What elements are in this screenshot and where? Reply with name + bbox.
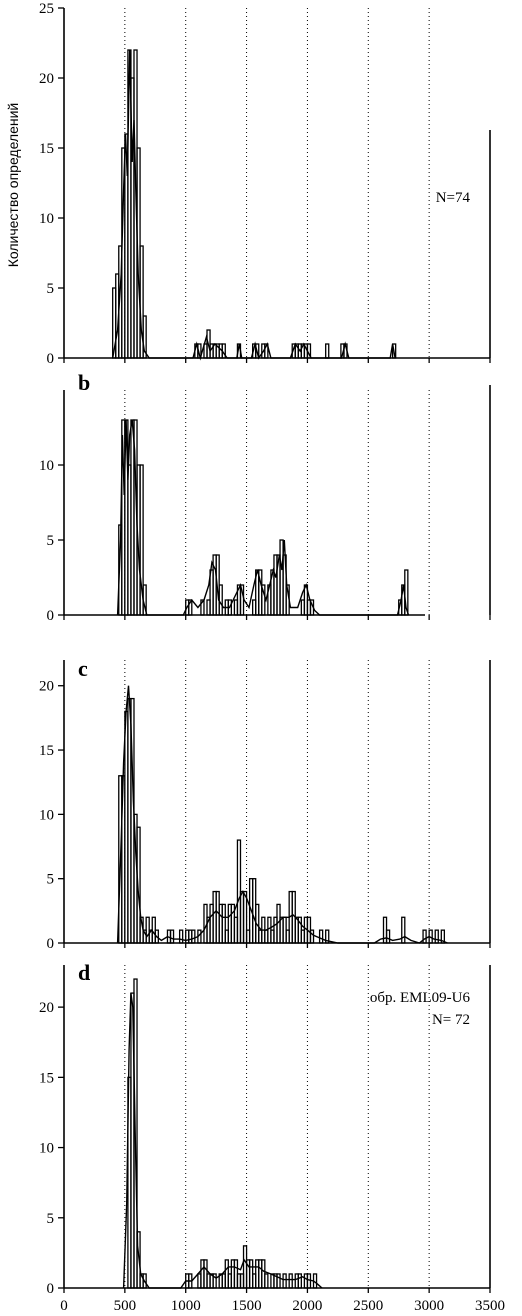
x-tick-label: 500 (114, 1298, 137, 1314)
histogram-bar (401, 916, 406, 944)
y-tick-label: 0 (47, 608, 55, 624)
probability-curve (116, 685, 448, 944)
x-tick-label: 2500 (353, 1298, 383, 1314)
histogram-bar (385, 929, 391, 944)
x-tick-label: 0 (60, 1298, 68, 1314)
y-tick-label: 5 (47, 872, 55, 888)
panel-letter: b (78, 370, 90, 395)
histogram-bar (325, 343, 330, 359)
y-tick-label: 15 (39, 141, 54, 157)
histogram-bar (306, 1273, 312, 1289)
y-tick-label: 10 (39, 211, 54, 227)
panel-3: 0 5 10 15 20 c (39, 656, 491, 952)
histogram-bar (297, 1273, 302, 1289)
sample-annotation: N= 72 (432, 1012, 470, 1028)
y-tick-label: 10 (39, 458, 54, 474)
y-tick-label: 20 (39, 71, 54, 87)
panel-2: 0 5 10 b (39, 370, 491, 624)
histogram-bar (288, 1273, 293, 1289)
y-tick-label: 20 (39, 679, 54, 695)
panel-1: 0 5 10 15 20 25 N=74 (39, 1, 491, 367)
histogram-bar (169, 929, 175, 944)
x-tick-label: 3500 (475, 1298, 505, 1314)
y-tick-label: 5 (47, 281, 55, 297)
histogram-bar (264, 1273, 269, 1289)
x-tick-label: 3000 (414, 1298, 444, 1314)
probability-curve (116, 419, 410, 616)
histogram-bar (309, 929, 315, 944)
x-tick-label: 1000 (171, 1298, 201, 1314)
histogram-bar (282, 1273, 287, 1289)
panel-letter: c (78, 656, 88, 681)
histogram-bar (191, 929, 196, 944)
x-tick-label: 1500 (232, 1298, 262, 1314)
y-tick-label: 20 (39, 1000, 54, 1016)
y-tick-label: 15 (39, 1070, 54, 1086)
panels-layer: 0 5 10 15 20 25 N=74 0 5 10 b 0 5 10 15 20 c 0 5 10 15 20 0 500… (39, 1, 505, 1314)
histogram-bar (178, 929, 184, 944)
probability-curve (122, 993, 323, 1289)
probability-curve (112, 49, 396, 361)
histogram-bar (218, 584, 223, 616)
panel-4: 0 5 10 15 20 0 500 1000 1500 2000 2500 3000 3500 d обр… (39, 960, 505, 1314)
y-tick-label: 15 (39, 743, 54, 759)
y-tick-label: 25 (39, 1, 54, 17)
histogram-bar (434, 929, 439, 944)
y-tick-label: 5 (47, 1211, 55, 1227)
y-tick-label: 0 (47, 1281, 55, 1297)
x-tick-label: 2000 (292, 1298, 322, 1314)
histogram-bar (276, 1273, 281, 1289)
histogram-bar (422, 929, 427, 944)
sample-annotation: обр. EML09-U6 (370, 990, 471, 1006)
y-tick-label: 10 (39, 807, 54, 823)
panel-letter: d (78, 960, 90, 985)
y-tick-label: 5 (47, 533, 55, 549)
sample-annotation: N=74 (436, 190, 471, 206)
y-axis-label: Количество определений (5, 103, 21, 268)
histogram-bar (318, 929, 324, 944)
y-tick-label: 10 (39, 1141, 54, 1157)
y-tick-label: 0 (47, 936, 55, 952)
y-tick-label: 0 (47, 351, 55, 367)
